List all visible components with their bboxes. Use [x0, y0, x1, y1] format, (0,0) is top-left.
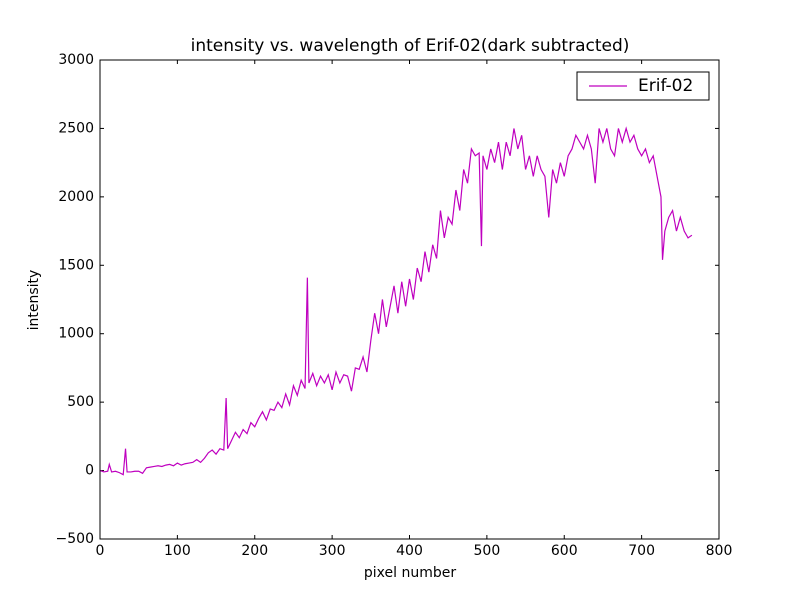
- y-tick-label: 1500: [58, 257, 94, 273]
- y-tick-label: 2000: [58, 189, 94, 205]
- x-tick-label: 200: [241, 543, 268, 559]
- x-tick-label: 700: [628, 543, 655, 559]
- x-tick-label: 300: [319, 543, 346, 559]
- y-tick-label: 1000: [58, 326, 94, 342]
- x-tick-label: 500: [474, 543, 501, 559]
- plot-frame: [99, 59, 720, 540]
- x-tick-label: 800: [706, 543, 733, 559]
- y-axis-label: intensity: [26, 270, 42, 331]
- y-tick-label: 3000: [58, 52, 94, 68]
- x-tick-label: 100: [164, 543, 191, 559]
- y-tick-label: 0: [85, 463, 94, 479]
- x-tick-label: 0: [96, 543, 105, 559]
- x-tick-label: 400: [396, 543, 423, 559]
- y-tick-label: −500: [56, 531, 94, 547]
- x-axis-label: pixel number: [364, 565, 456, 581]
- x-tick-label: 600: [551, 543, 578, 559]
- y-tick-label: 500: [67, 394, 94, 410]
- y-tick-label: 2500: [58, 120, 94, 136]
- data-line: [99, 126, 693, 476]
- legend-label: Erif-02: [638, 76, 693, 96]
- chart-title: intensity vs. wavelength of Erif-02(dark…: [191, 36, 630, 56]
